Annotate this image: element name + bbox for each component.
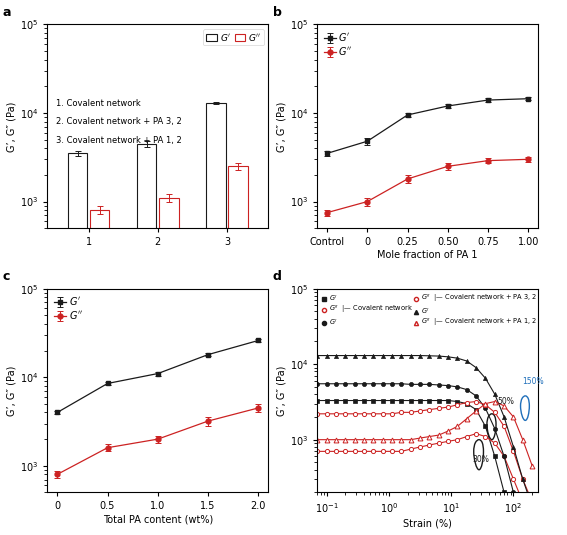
X-axis label: Mole fraction of PA 1: Mole fraction of PA 1 bbox=[378, 250, 478, 260]
Text: 50%: 50% bbox=[497, 396, 514, 406]
Text: b: b bbox=[273, 6, 282, 19]
Y-axis label: G’, G″ (Pa): G’, G″ (Pa) bbox=[7, 101, 17, 151]
Bar bbox=[229, 166, 248, 535]
Text: c: c bbox=[3, 271, 10, 284]
Text: 30%: 30% bbox=[472, 455, 489, 464]
Text: 1. Covalent network: 1. Covalent network bbox=[56, 99, 141, 108]
Legend: $G'$, $G''$  |— Covalent network, $G'$, $G''$  |— Covalent network + PA 3, 2, $G: $G'$, $G''$ |— Covalent network, $G'$, $… bbox=[320, 292, 539, 331]
Legend: $G'$, $G''$: $G'$, $G''$ bbox=[322, 29, 354, 59]
Bar bbox=[206, 103, 226, 535]
Text: 3. Covalent network + PA 1, 2: 3. Covalent network + PA 1, 2 bbox=[56, 136, 182, 144]
Y-axis label: G’, G″ (Pa): G’, G″ (Pa) bbox=[277, 365, 287, 416]
Bar bbox=[90, 210, 109, 535]
Legend: $G'$, $G''$: $G'$, $G''$ bbox=[204, 29, 264, 45]
Bar bbox=[68, 154, 87, 535]
Legend: $G'$, $G''$: $G'$, $G''$ bbox=[52, 294, 84, 323]
Text: d: d bbox=[273, 271, 282, 284]
Y-axis label: G’, G″ (Pa): G’, G″ (Pa) bbox=[7, 365, 17, 416]
X-axis label: Total PA content (wt%): Total PA content (wt%) bbox=[103, 514, 213, 524]
X-axis label: Strain (%): Strain (%) bbox=[403, 518, 452, 528]
Text: 150%: 150% bbox=[523, 377, 544, 386]
Bar bbox=[159, 198, 179, 535]
Bar bbox=[137, 144, 156, 535]
Y-axis label: G’, G″ (Pa): G’, G″ (Pa) bbox=[277, 101, 287, 151]
Text: 2. Covalent network + PA 3, 2: 2. Covalent network + PA 3, 2 bbox=[56, 117, 182, 126]
Text: a: a bbox=[3, 6, 11, 19]
